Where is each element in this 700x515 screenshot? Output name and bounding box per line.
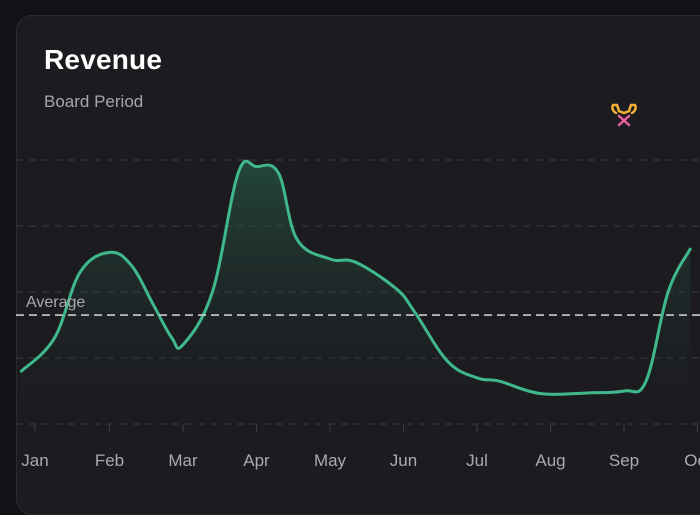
x-tick-label-aug: Aug [535, 451, 565, 470]
x-tick-label-may: May [314, 451, 347, 470]
x-tick-label-oct: Oct [684, 451, 700, 470]
x-tick-label-apr: Apr [243, 451, 270, 470]
revenue-area-fill [21, 161, 691, 425]
card-subtitle: Board Period [44, 92, 144, 111]
x-tick-label-feb: Feb [95, 451, 124, 470]
x-tick-label-jan: Jan [21, 451, 48, 470]
revenue-series-line[interactable] [19, 159, 692, 396]
x-tick-label-jul: Jul [466, 451, 488, 470]
card-title: Revenue [44, 44, 163, 75]
revenue-chart[interactable]: Average Jan Feb Mar Apr May Jun Jul Aug Sep Oct [0, 0, 700, 500]
x-tick-label-mar: Mar [168, 451, 198, 470]
x-tick-label-sep: Sep [609, 451, 639, 470]
average-label: Average [26, 294, 85, 311]
trophy-icon[interactable] [611, 103, 637, 127]
x-tick-label-jun: Jun [390, 451, 417, 470]
